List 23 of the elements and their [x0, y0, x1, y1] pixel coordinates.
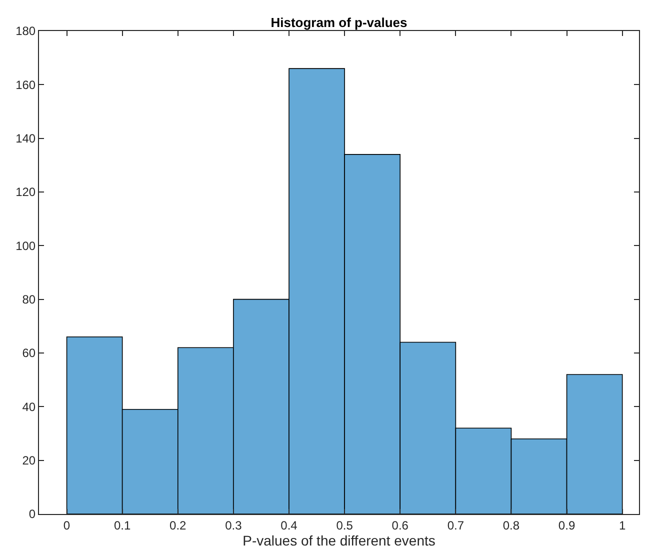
x-tick-label: 0.5: [336, 518, 354, 532]
x-tick-label: 0.6: [392, 518, 409, 532]
x-tick-label: 0.9: [558, 518, 576, 532]
y-tick-label: 160: [16, 78, 36, 92]
x-tick-label: 0.4: [280, 518, 298, 532]
x-tick-label: 0.2: [170, 518, 187, 532]
x-tick-label: 0: [63, 518, 70, 532]
x-axis-title: P-values of the different events: [242, 532, 436, 549]
x-tick-label: 0.7: [447, 518, 464, 532]
y-tick-label: 20: [22, 454, 36, 468]
y-tick-label: 40: [22, 400, 36, 414]
y-tick-label: 140: [16, 132, 36, 146]
x-tick-label: 0.1: [114, 518, 131, 532]
x-tick-label: 0.8: [502, 518, 520, 532]
y-tick-label: 0: [28, 507, 36, 522]
x-tick-label: 0.3: [225, 518, 242, 532]
y-tick-label: 80: [22, 292, 36, 307]
y-tick-label: 100: [16, 238, 36, 253]
y-tick-label: 180: [16, 24, 36, 38]
y-tick-label: 120: [16, 185, 36, 200]
y-tick-label: 60: [22, 346, 36, 360]
x-tick-label: 1: [618, 518, 626, 532]
chart-title: Histogram of p-values: [270, 15, 408, 30]
